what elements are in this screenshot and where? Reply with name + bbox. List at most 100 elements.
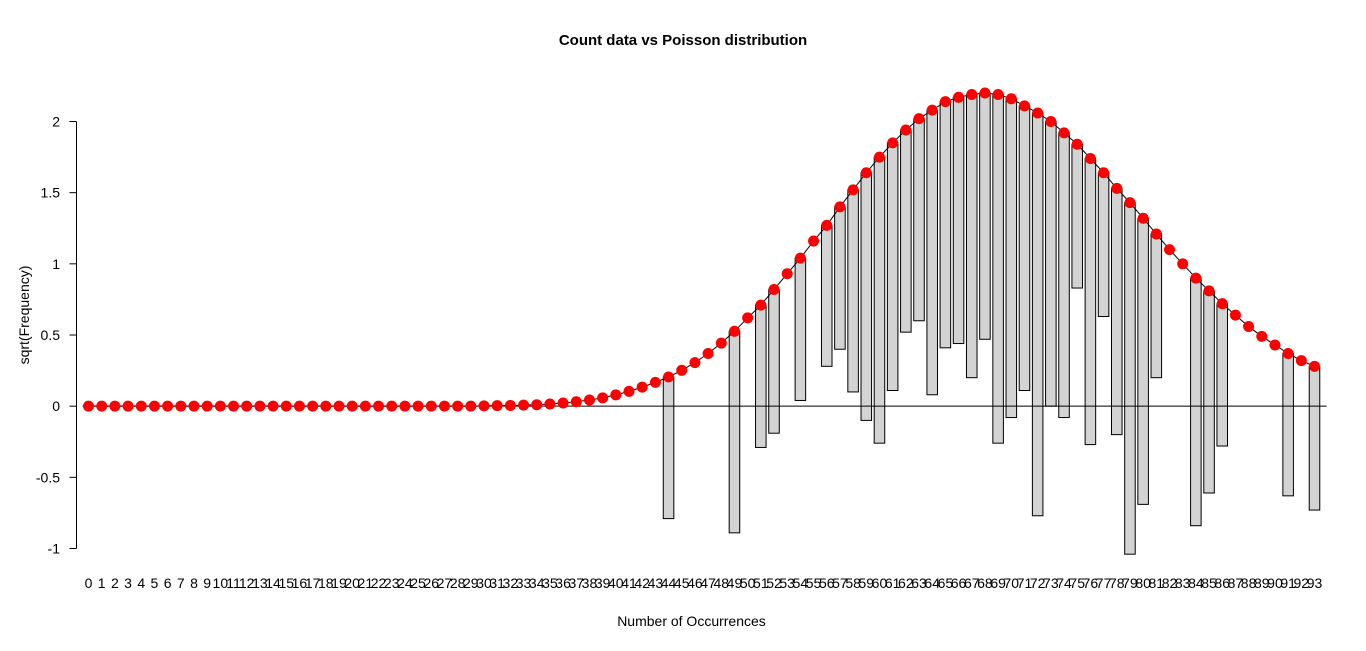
- y-tick-label: -0.5: [36, 469, 60, 485]
- poisson-point: [1243, 320, 1255, 332]
- poisson-point: [755, 299, 767, 311]
- hanging-bar: [1058, 132, 1070, 419]
- x-tick-label: 3: [124, 575, 132, 591]
- poisson-point: [847, 184, 859, 196]
- x-tick-label: 30: [476, 575, 492, 591]
- x-tick-label: 2: [111, 575, 119, 591]
- x-tick-label: 31: [489, 575, 505, 591]
- y-tick-label: -1: [48, 541, 61, 557]
- x-tick-label: 25: [410, 575, 426, 591]
- x-tick-label: 15: [278, 575, 294, 591]
- poisson-point: [386, 400, 398, 412]
- x-tick-label: 0: [85, 575, 93, 591]
- poisson-point: [1295, 355, 1307, 367]
- poisson-point: [860, 167, 872, 179]
- poisson-point: [623, 385, 635, 397]
- hanging-bar: [952, 96, 965, 345]
- poisson-point: [636, 381, 648, 393]
- poisson-point: [188, 400, 200, 412]
- poisson-point: [768, 283, 780, 295]
- hanging-bar: [1282, 353, 1294, 497]
- x-tick-label: 7: [177, 575, 185, 591]
- poisson-point: [728, 325, 740, 337]
- x-tick-label: 89: [1254, 575, 1270, 591]
- hanging-bar: [1110, 187, 1123, 436]
- poisson-point: [491, 400, 503, 412]
- y-axis-title: sqrt(Frequency): [16, 266, 32, 365]
- x-tick-label: 88: [1241, 575, 1257, 591]
- x-tick-label: 1: [98, 575, 106, 591]
- poisson-point: [1084, 153, 1096, 165]
- x-tick-label: 63: [911, 575, 927, 591]
- x-tick-label: 27: [437, 575, 453, 591]
- poisson-point: [1282, 348, 1294, 360]
- poisson-point: [333, 400, 345, 412]
- x-tick-label: 62: [898, 575, 914, 591]
- x-tick-label: 91: [1280, 575, 1296, 591]
- poisson-point: [518, 399, 530, 411]
- poisson-point: [821, 219, 833, 231]
- x-tick-label: 86: [1214, 575, 1230, 591]
- poisson-point: [583, 394, 595, 406]
- poisson-points: [83, 87, 1320, 412]
- x-tick-label: 39: [595, 575, 611, 591]
- x-tick-label: 58: [845, 575, 861, 591]
- x-tick-label: 83: [1175, 575, 1191, 591]
- poisson-point: [939, 96, 951, 108]
- hanging-bar: [755, 304, 767, 448]
- poisson-point: [597, 392, 609, 404]
- poisson-point: [438, 400, 450, 412]
- x-tick-label: 68: [977, 575, 993, 591]
- poisson-point: [834, 201, 846, 213]
- poisson-point: [1071, 138, 1083, 150]
- poisson-point: [676, 364, 688, 376]
- poisson-point: [1150, 228, 1162, 240]
- bars-group: [662, 92, 1321, 555]
- x-tick-label: 28: [450, 575, 466, 591]
- poisson-point: [1032, 107, 1044, 119]
- hanging-bar: [1045, 121, 1057, 407]
- y-tick-label: 1.5: [41, 185, 61, 201]
- poisson-point: [109, 400, 121, 412]
- x-tick-label: 71: [1017, 575, 1033, 591]
- poisson-point: [715, 337, 727, 349]
- x-tick-label: 77: [1096, 575, 1112, 591]
- poisson-point: [531, 399, 543, 411]
- poisson-point: [742, 312, 754, 324]
- hanging-bar: [834, 206, 846, 350]
- poisson-point: [1163, 244, 1175, 256]
- x-tick-label: 64: [924, 575, 940, 591]
- poisson-point: [1256, 330, 1268, 342]
- x-tick-label: 34: [529, 575, 545, 591]
- x-tick-label: 52: [766, 575, 782, 591]
- poisson-point: [781, 268, 793, 280]
- x-tick-label: 38: [582, 575, 598, 591]
- hanging-bar: [1097, 172, 1110, 317]
- x-tick-label: 54: [793, 575, 809, 591]
- x-tick-label: 21: [358, 575, 374, 591]
- poisson-point: [346, 400, 358, 412]
- x-tick-label: 61: [885, 575, 901, 591]
- poisson-point: [1216, 298, 1228, 310]
- hanging-bar: [913, 118, 925, 322]
- y-axis: -1 -0.5 0 0.5 1 1.5 2: [36, 114, 77, 557]
- x-tick-label: 24: [397, 575, 413, 591]
- x-tick-label: 23: [384, 575, 400, 591]
- poisson-point: [808, 235, 820, 247]
- poisson-point: [887, 137, 899, 149]
- poisson-point: [1018, 100, 1030, 112]
- poisson-point: [1309, 360, 1320, 372]
- x-tick-label: 18: [318, 575, 334, 591]
- x-tick-label: 16: [292, 575, 308, 591]
- x-tick-label: 60: [872, 575, 888, 591]
- poisson-point: [1045, 116, 1057, 127]
- x-tick-label: 87: [1228, 575, 1244, 591]
- poisson-point: [214, 400, 226, 412]
- poisson-point: [913, 113, 925, 125]
- hanging-bar: [728, 330, 741, 534]
- hanging-bar: [939, 101, 952, 349]
- x-tick-label: 80: [1135, 575, 1151, 591]
- x-tick-label: 14: [265, 575, 281, 591]
- poisson-point: [307, 400, 319, 412]
- x-tick-label: 49: [727, 575, 743, 591]
